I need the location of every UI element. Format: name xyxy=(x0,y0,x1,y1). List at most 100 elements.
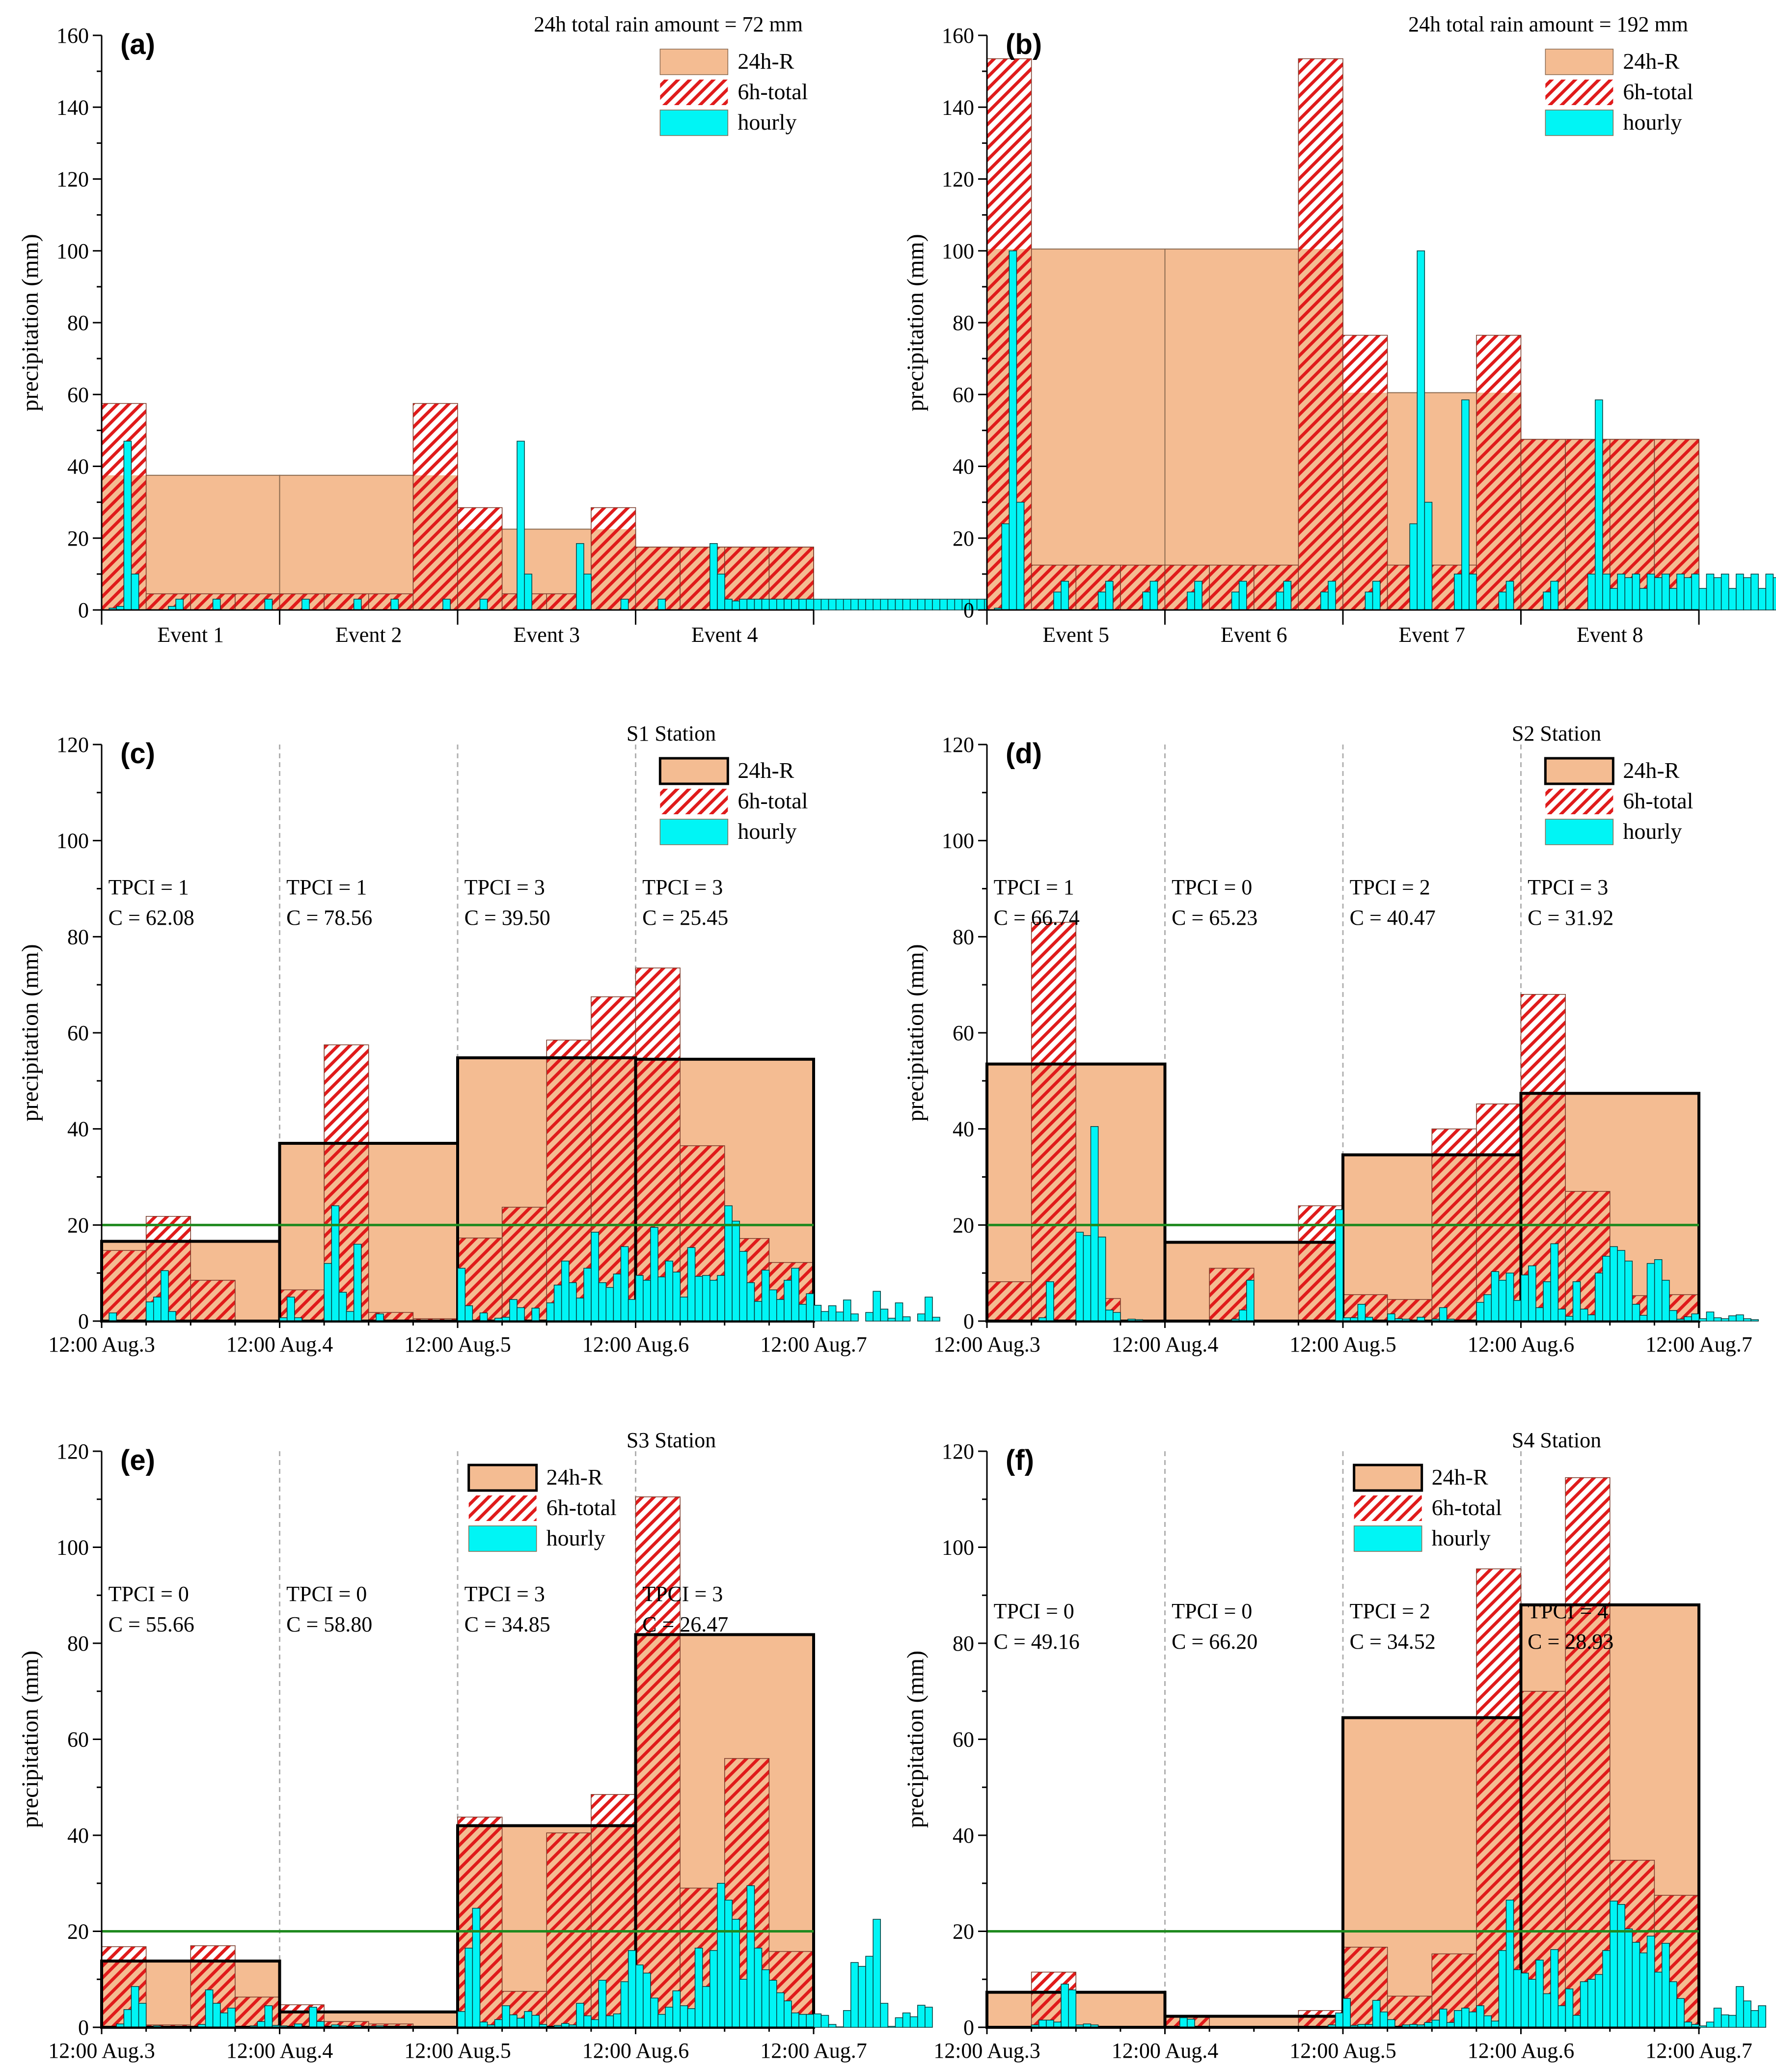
hourly-bar xyxy=(1187,591,1195,610)
hourly-bar xyxy=(1498,1280,1507,1322)
x-tick-label: 12:00 Aug.3 xyxy=(933,1332,1040,1356)
hourly-bar xyxy=(1417,250,1425,610)
hourly-bar xyxy=(1498,1950,1507,2028)
hourly-bar xyxy=(1728,588,1737,610)
hourly-bar xyxy=(494,2019,503,2028)
chart-panel-f: TPCI = 0 C = 49.16 TPCI = 0 C = 66.20 TPCI =… xyxy=(902,1428,1767,2063)
hourly-bar xyxy=(739,1979,748,2028)
legend-label: 6h-total xyxy=(1432,1495,1502,1520)
hourly-bar xyxy=(1743,1318,1751,1322)
tpci-label: TPCI = 3 xyxy=(642,1582,723,1606)
6h-total-bar-overlay xyxy=(324,594,369,610)
hourly-bar xyxy=(1646,1263,1655,1322)
hourly-bar xyxy=(1097,591,1106,610)
hourly-bar xyxy=(665,2007,674,2028)
hourly-bar xyxy=(1743,2000,1751,2028)
hourly-bar xyxy=(835,599,844,610)
hourly-bar xyxy=(212,2003,221,2028)
panel-label: (f) xyxy=(1006,1444,1034,1476)
hourly-bar xyxy=(331,1205,340,1322)
legend-swatch xyxy=(658,757,729,785)
hourly-bar xyxy=(517,441,525,610)
hourly-bar xyxy=(687,1247,696,1322)
hourly-bar xyxy=(1283,580,1292,610)
hourly-bar xyxy=(858,599,866,610)
hourly-bar xyxy=(813,1304,822,1322)
hourly-bar xyxy=(657,2014,666,2028)
station-title: S1 Station xyxy=(627,721,716,746)
tpci-label: TPCI = 0 xyxy=(994,1599,1074,1623)
hourly-bar xyxy=(1669,588,1677,610)
hourly-bar xyxy=(546,1302,555,1322)
y-tick-label: 80 xyxy=(953,311,974,335)
hourly-bar xyxy=(843,1299,851,1322)
hourly-bar xyxy=(909,2016,918,2028)
hourly-bar xyxy=(761,1969,770,2028)
hourly-bar xyxy=(1543,1993,1551,2028)
hourly-bar xyxy=(1342,1998,1351,2028)
y-axis-title: precipitation (mm) xyxy=(902,234,929,411)
hourly-bar xyxy=(1476,2005,1484,2028)
6h-total-bar-overlay xyxy=(368,2024,413,2027)
hourly-bar xyxy=(694,1276,703,1322)
hourly-bar xyxy=(710,543,718,610)
hourly-bar xyxy=(219,2012,228,2028)
hourly-bar xyxy=(390,599,399,610)
legend-swatch xyxy=(659,110,729,136)
tpci-label: TPCI = 1 xyxy=(994,875,1074,899)
hourly-bar xyxy=(746,599,755,610)
hourly-bar xyxy=(1654,1259,1663,1322)
y-tick-label: 40 xyxy=(953,455,974,479)
hourly-bar xyxy=(1513,1300,1522,1322)
hourly-bar xyxy=(1372,580,1381,610)
hourly-bar xyxy=(739,1251,748,1322)
hourly-bar xyxy=(1617,1904,1625,2028)
hourly-bar xyxy=(531,1307,540,1322)
hourly-bar xyxy=(895,599,903,610)
hourly-bar xyxy=(598,1282,607,1322)
hourly-bar xyxy=(865,599,874,610)
hourly-bar xyxy=(687,2008,696,2028)
c-value-label: C = 49.16 xyxy=(994,1630,1080,1654)
y-tick-label: 40 xyxy=(953,1823,974,1848)
hourly-bar xyxy=(1713,1317,1722,1322)
hourly-bar xyxy=(820,1311,829,1322)
y-tick-label: 60 xyxy=(953,383,974,407)
hourly-bar xyxy=(1454,2010,1462,2028)
hourly-bar xyxy=(353,599,362,610)
6h-total-bar-overlay xyxy=(235,594,280,610)
legend-swatch xyxy=(1545,789,1613,814)
6h-total-bar-overlay xyxy=(1521,439,1566,610)
hourly-bar xyxy=(754,599,763,610)
6h-total-bar-overlay xyxy=(1343,392,1388,610)
hourly-bar xyxy=(591,2019,599,2028)
hourly-bar xyxy=(895,2017,903,2028)
hourly-bar xyxy=(324,1263,332,1322)
hourly-bar xyxy=(1379,2011,1388,2028)
hourly-bar xyxy=(1691,1313,1700,1322)
hourly-bar xyxy=(643,1972,651,2028)
y-tick-label: 80 xyxy=(67,925,89,949)
y-tick-label: 20 xyxy=(67,1213,89,1237)
hourly-bar xyxy=(672,1271,681,1322)
hourly-bar xyxy=(1662,1943,1670,2028)
y-tick-label: 20 xyxy=(67,526,89,551)
hourly-bar xyxy=(1758,588,1767,610)
hourly-bar xyxy=(1632,1942,1640,2028)
hourly-bar xyxy=(865,1312,874,1322)
hourly-bar xyxy=(820,2015,829,2028)
hourly-bar xyxy=(264,2005,273,2028)
hourly-bar xyxy=(887,1318,896,1322)
6h-total-bar-overlay xyxy=(591,529,636,610)
y-tick-label: 20 xyxy=(953,1213,974,1237)
panel-label: (a) xyxy=(120,28,155,60)
hourly-bar xyxy=(1498,591,1507,610)
hourly-bar xyxy=(702,1986,710,2028)
x-tick-label: 12:00 Aug.5 xyxy=(404,2039,511,2063)
c-value-label: C = 66.74 xyxy=(994,906,1080,930)
hourly-bar xyxy=(887,599,896,610)
tpci-label: TPCI = 0 xyxy=(1172,875,1252,899)
tpci-label: TPCI = 3 xyxy=(1528,875,1608,899)
event-label: Event 6 xyxy=(1221,623,1287,647)
hourly-bar xyxy=(784,1280,792,1322)
